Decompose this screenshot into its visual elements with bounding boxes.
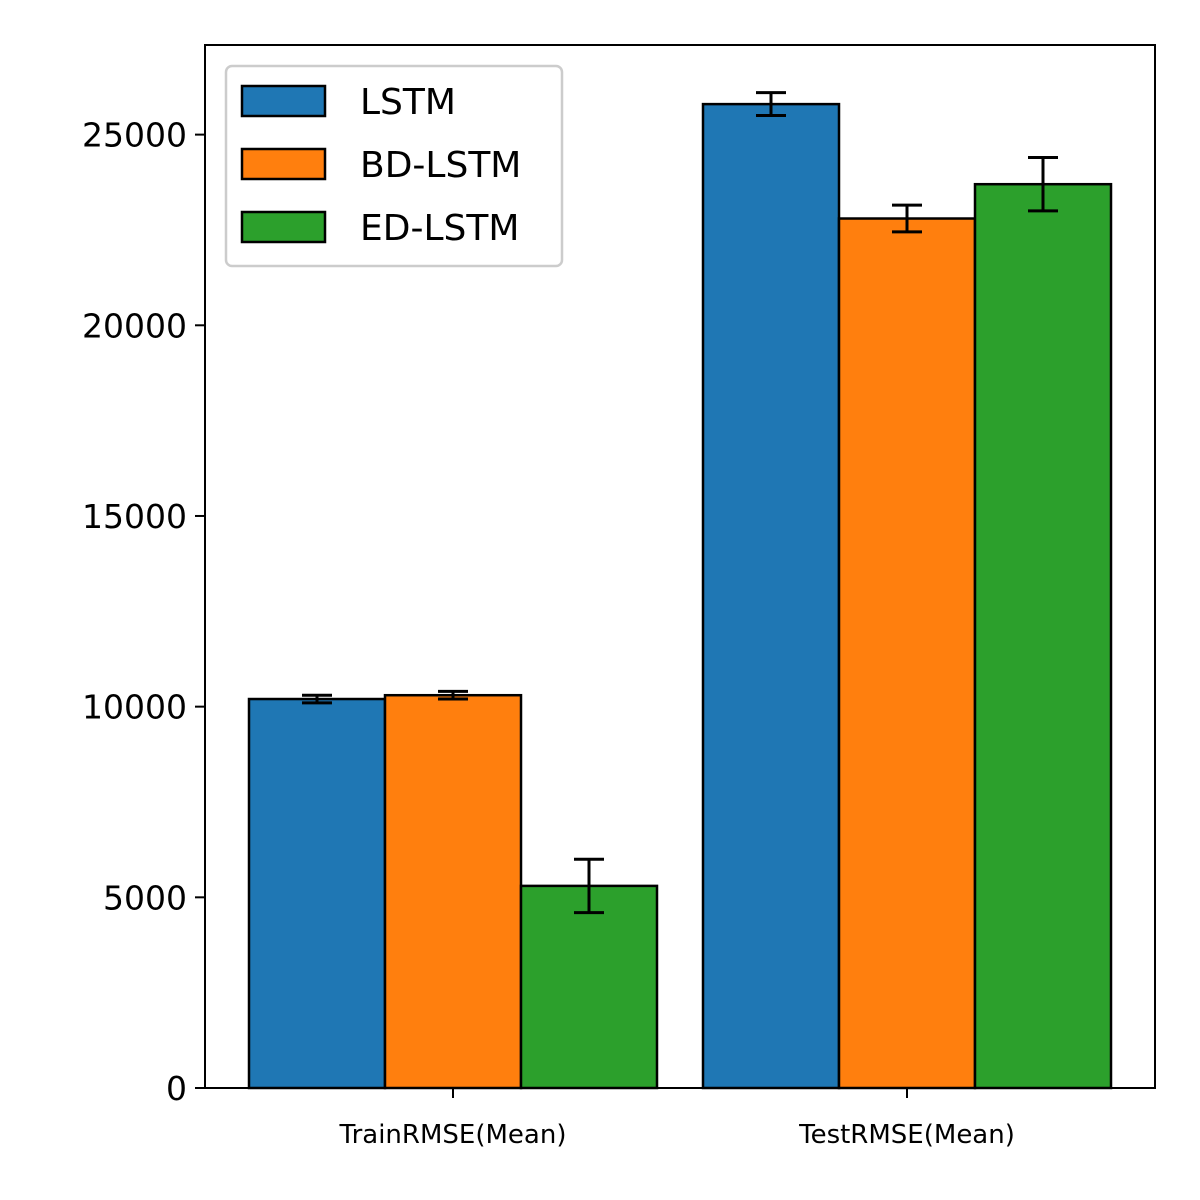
y-tick-label: 15000 — [82, 497, 187, 536]
x-tick-label: TrainRMSE(Mean) — [339, 1120, 567, 1150]
legend-swatch-lstm — [240, 84, 327, 118]
bars-layer — [247, 102, 1113, 1090]
bar-lstm-0 — [247, 697, 387, 1090]
legend-label-bd-lstm: BD-LSTM — [360, 145, 521, 186]
plot-area-frame — [204, 44, 1156, 1089]
legend-swatch-bd-lstm — [240, 147, 327, 181]
legend-label-ed-lstm: ED-LSTM — [360, 208, 519, 249]
legend-swatch-ed-lstm — [240, 210, 327, 244]
bar-lstm-1 — [701, 102, 841, 1090]
legend: LSTM BD-LSTM ED-LSTM — [224, 64, 564, 268]
y-tick-label: 5000 — [103, 878, 187, 917]
bar-bd-lstm-1 — [837, 217, 977, 1090]
y-tick-label: 25000 — [82, 116, 187, 155]
bar-bd-lstm-0 — [383, 693, 523, 1090]
x-axis: TrainRMSE(Mean) TestRMSE(Mean) — [339, 1088, 1015, 1150]
error-bars-layer — [302, 91, 1058, 915]
y-tick-label: 0 — [166, 1069, 187, 1108]
bar-ed-lstm-1 — [973, 182, 1113, 1090]
x-tick-label: TestRMSE(Mean) — [798, 1120, 1015, 1150]
legend-label-lstm: LSTM — [360, 82, 456, 123]
bar-ed-lstm-0 — [519, 884, 659, 1090]
y-tick-label: 20000 — [82, 306, 187, 345]
y-axis: 0 5000 10000 15000 20000 25000 — [82, 116, 205, 1108]
y-tick-label: 10000 — [82, 688, 187, 727]
